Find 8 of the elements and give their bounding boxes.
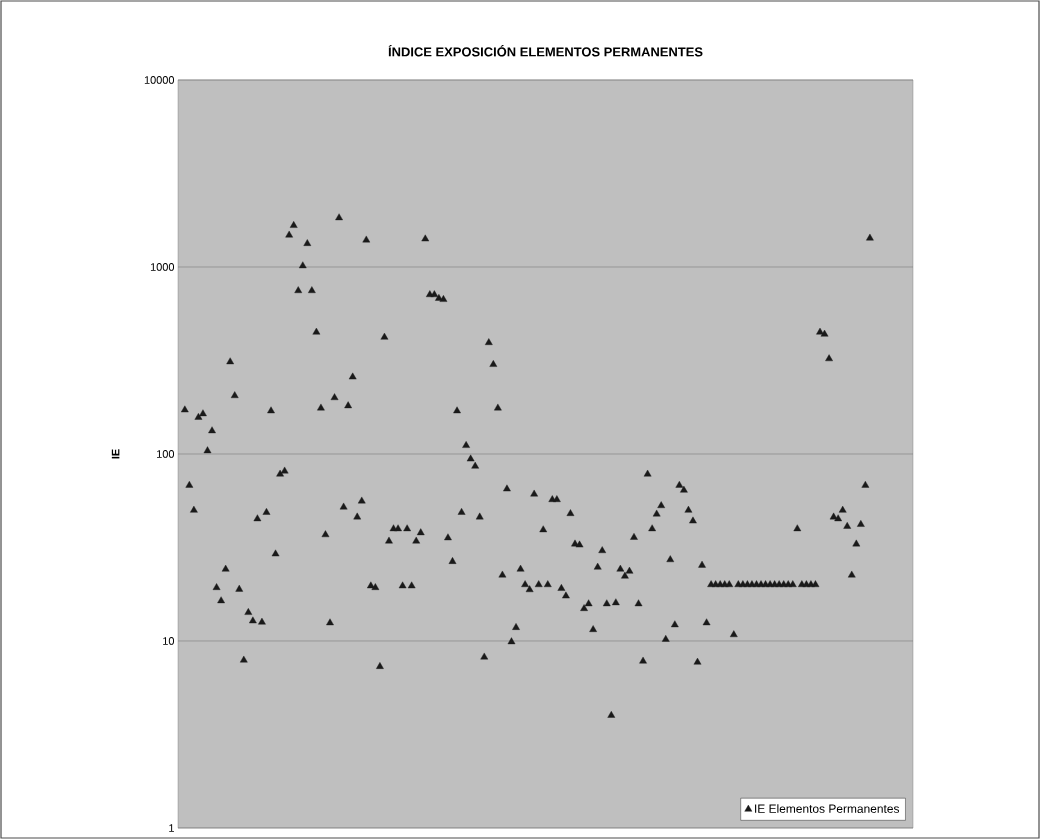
y-tick-label: 10 xyxy=(163,637,175,645)
y-tick-label: 1 xyxy=(169,824,174,832)
y-tick-label: 100 xyxy=(157,450,175,458)
y-tick-label: 1000 xyxy=(150,263,175,271)
y-axis-title: IE xyxy=(111,449,120,459)
chart-title: ÍNDICE EXPOSICIÓN ELEMENTOS PERMANENTES xyxy=(388,44,703,57)
legend-label: IE Elementos Permanentes xyxy=(755,804,900,813)
y-tick-label: 10000 xyxy=(144,76,175,84)
